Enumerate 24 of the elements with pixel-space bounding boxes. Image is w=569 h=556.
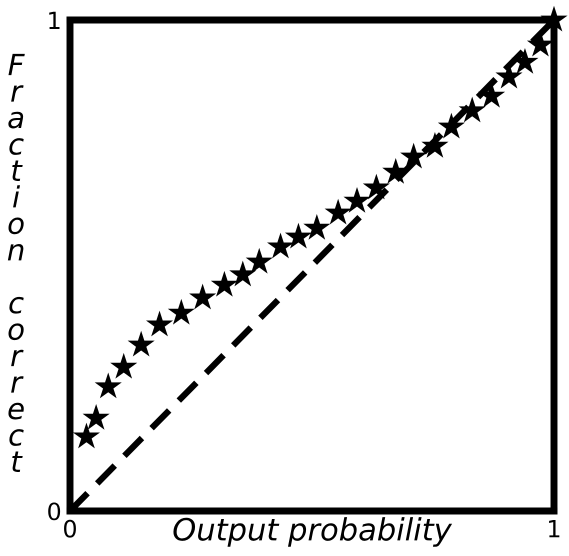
point: [421, 132, 448, 158]
point: [343, 186, 371, 213]
text: Fraction correct: [8, 54, 25, 472]
point: [72, 422, 100, 448]
point: [511, 48, 538, 74]
point: [82, 404, 110, 430]
point: [540, 6, 568, 32]
point: [94, 372, 122, 398]
x-axis-title: Output probability: [173, 517, 452, 547]
point: [168, 298, 195, 325]
point: [146, 310, 174, 336]
point: [189, 284, 216, 310]
point: [303, 214, 330, 240]
point: [324, 198, 352, 224]
point: [246, 248, 273, 274]
point: [110, 352, 138, 379]
point: [400, 142, 428, 169]
point: [458, 96, 486, 122]
point: [438, 112, 465, 139]
point: [284, 222, 312, 249]
point: [128, 330, 155, 357]
point: [362, 174, 390, 200]
point: [229, 260, 256, 286]
point: [210, 270, 238, 297]
